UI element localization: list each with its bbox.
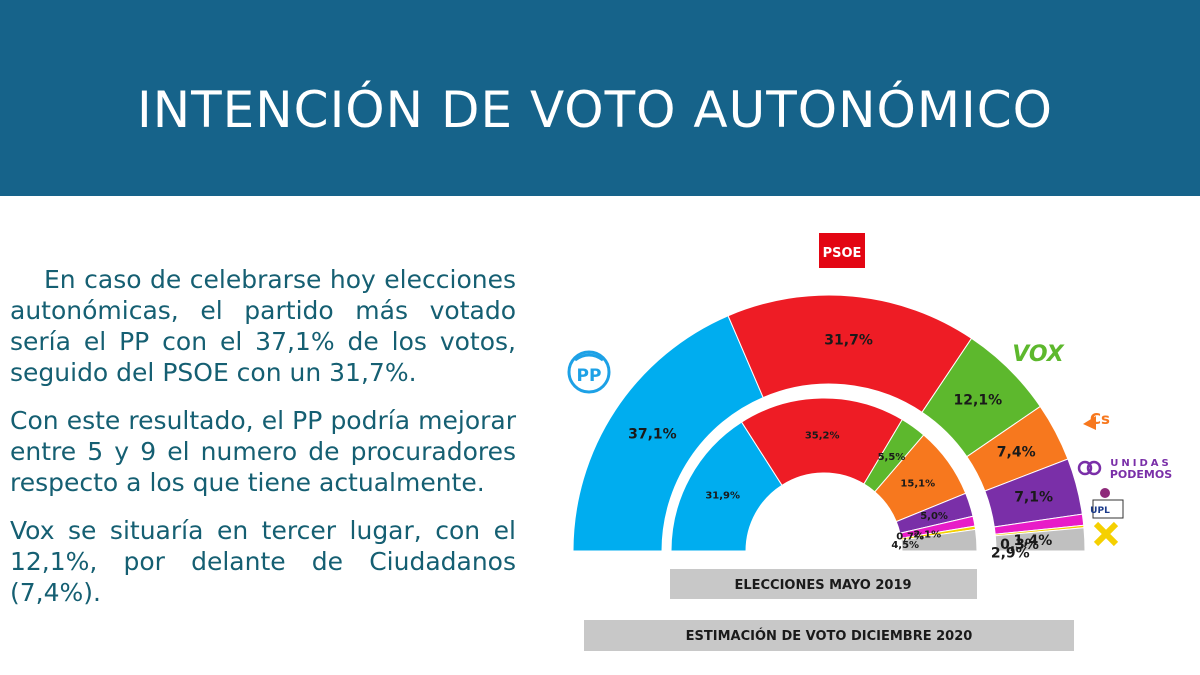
- outer-title-box: [584, 620, 1074, 651]
- svg-text:PODEMOS: PODEMOS: [1110, 468, 1172, 481]
- inner-labels-cs: 15,1%: [900, 479, 935, 490]
- psoe-logo: PSOE: [819, 233, 865, 268]
- xav-logo: [1093, 521, 1119, 547]
- outer-labels-cs: 7,4%: [997, 445, 1036, 461]
- outer-labels-podemos: 7,1%: [1014, 489, 1053, 505]
- cs-logo: Cs: [1083, 410, 1110, 430]
- inner-labels-otros: 4,5%: [891, 540, 919, 551]
- inner-labels-pp: 31,9%: [705, 491, 740, 502]
- outer-labels-vox: 12,1%: [954, 393, 1003, 409]
- inner-chart-title: ELECCIONES MAYO 2019: [734, 578, 911, 593]
- outer-labels-pp: 37,1%: [628, 427, 677, 443]
- outer-labels-upl: 1,4%: [1014, 533, 1053, 549]
- pp-logo: PP: [567, 350, 611, 394]
- svg-text:UPL: UPL: [1090, 506, 1110, 516]
- inner-labels-xav: 0,7%: [896, 531, 924, 542]
- inner-ring-slice-psoe: [740, 397, 903, 486]
- inner-title-box: [670, 569, 977, 599]
- outer-labels-psoe: 31,7%: [824, 332, 873, 348]
- svg-text:VOX: VOX: [1012, 342, 1065, 367]
- outer-hemicycle: [572, 294, 1086, 552]
- outer-labels-xav: 0,3%: [1000, 537, 1039, 553]
- outer-chart-title: ESTIMACIÓN DE VOTO DICIEMBRE 2020: [686, 628, 973, 644]
- svg-text:Cs: Cs: [1090, 410, 1110, 428]
- vox-logo: VOX: [1012, 342, 1065, 367]
- svg-text:PP: PP: [577, 366, 602, 386]
- inner-ring-slice-otros: [900, 528, 978, 552]
- inner-labels-vox: 5,5%: [878, 452, 906, 463]
- body-text: En caso de celebrarse hoy elecciones aut…: [10, 264, 516, 625]
- outer-ring-slice-otros: [994, 527, 1086, 552]
- inner-labels-upl: 2,1%: [913, 529, 941, 540]
- paragraph-3: Vox se situaría en tercer lugar, con el …: [10, 516, 516, 607]
- outer-labels: 37,1% 31,7% 12,1% 7,4% 7,1% 1,4%0,3%2,9%: [628, 332, 1053, 561]
- svg-text:UNIDAS: UNIDAS: [1110, 458, 1171, 469]
- outer-labels-otros: 2,9%: [991, 545, 1030, 561]
- podemos-logo: UNIDAS PODEMOS: [1077, 458, 1172, 481]
- paragraph-2: Con este resultado, el PP podría mejorar…: [10, 406, 516, 497]
- svg-text:PSOE: PSOE: [823, 246, 862, 261]
- inner-labels-psoe: 35,2%: [805, 431, 840, 442]
- paragraph-1: En caso de celebrarse hoy elecciones aut…: [10, 265, 516, 387]
- inner-labels: 31,9% 35,2% 5,5% 15,1% 5,0% 2,1%0,7%4,5%: [705, 431, 948, 551]
- inner-hemicycle: [670, 397, 978, 552]
- inner-labels-podemos: 5,0%: [920, 511, 948, 522]
- header-bar: INTENCIÓN DE VOTO AUTONÓMICO: [0, 0, 1200, 196]
- upl-logo: UPL: [1090, 488, 1124, 519]
- page-title: INTENCIÓN DE VOTO AUTONÓMICO: [136, 81, 1054, 139]
